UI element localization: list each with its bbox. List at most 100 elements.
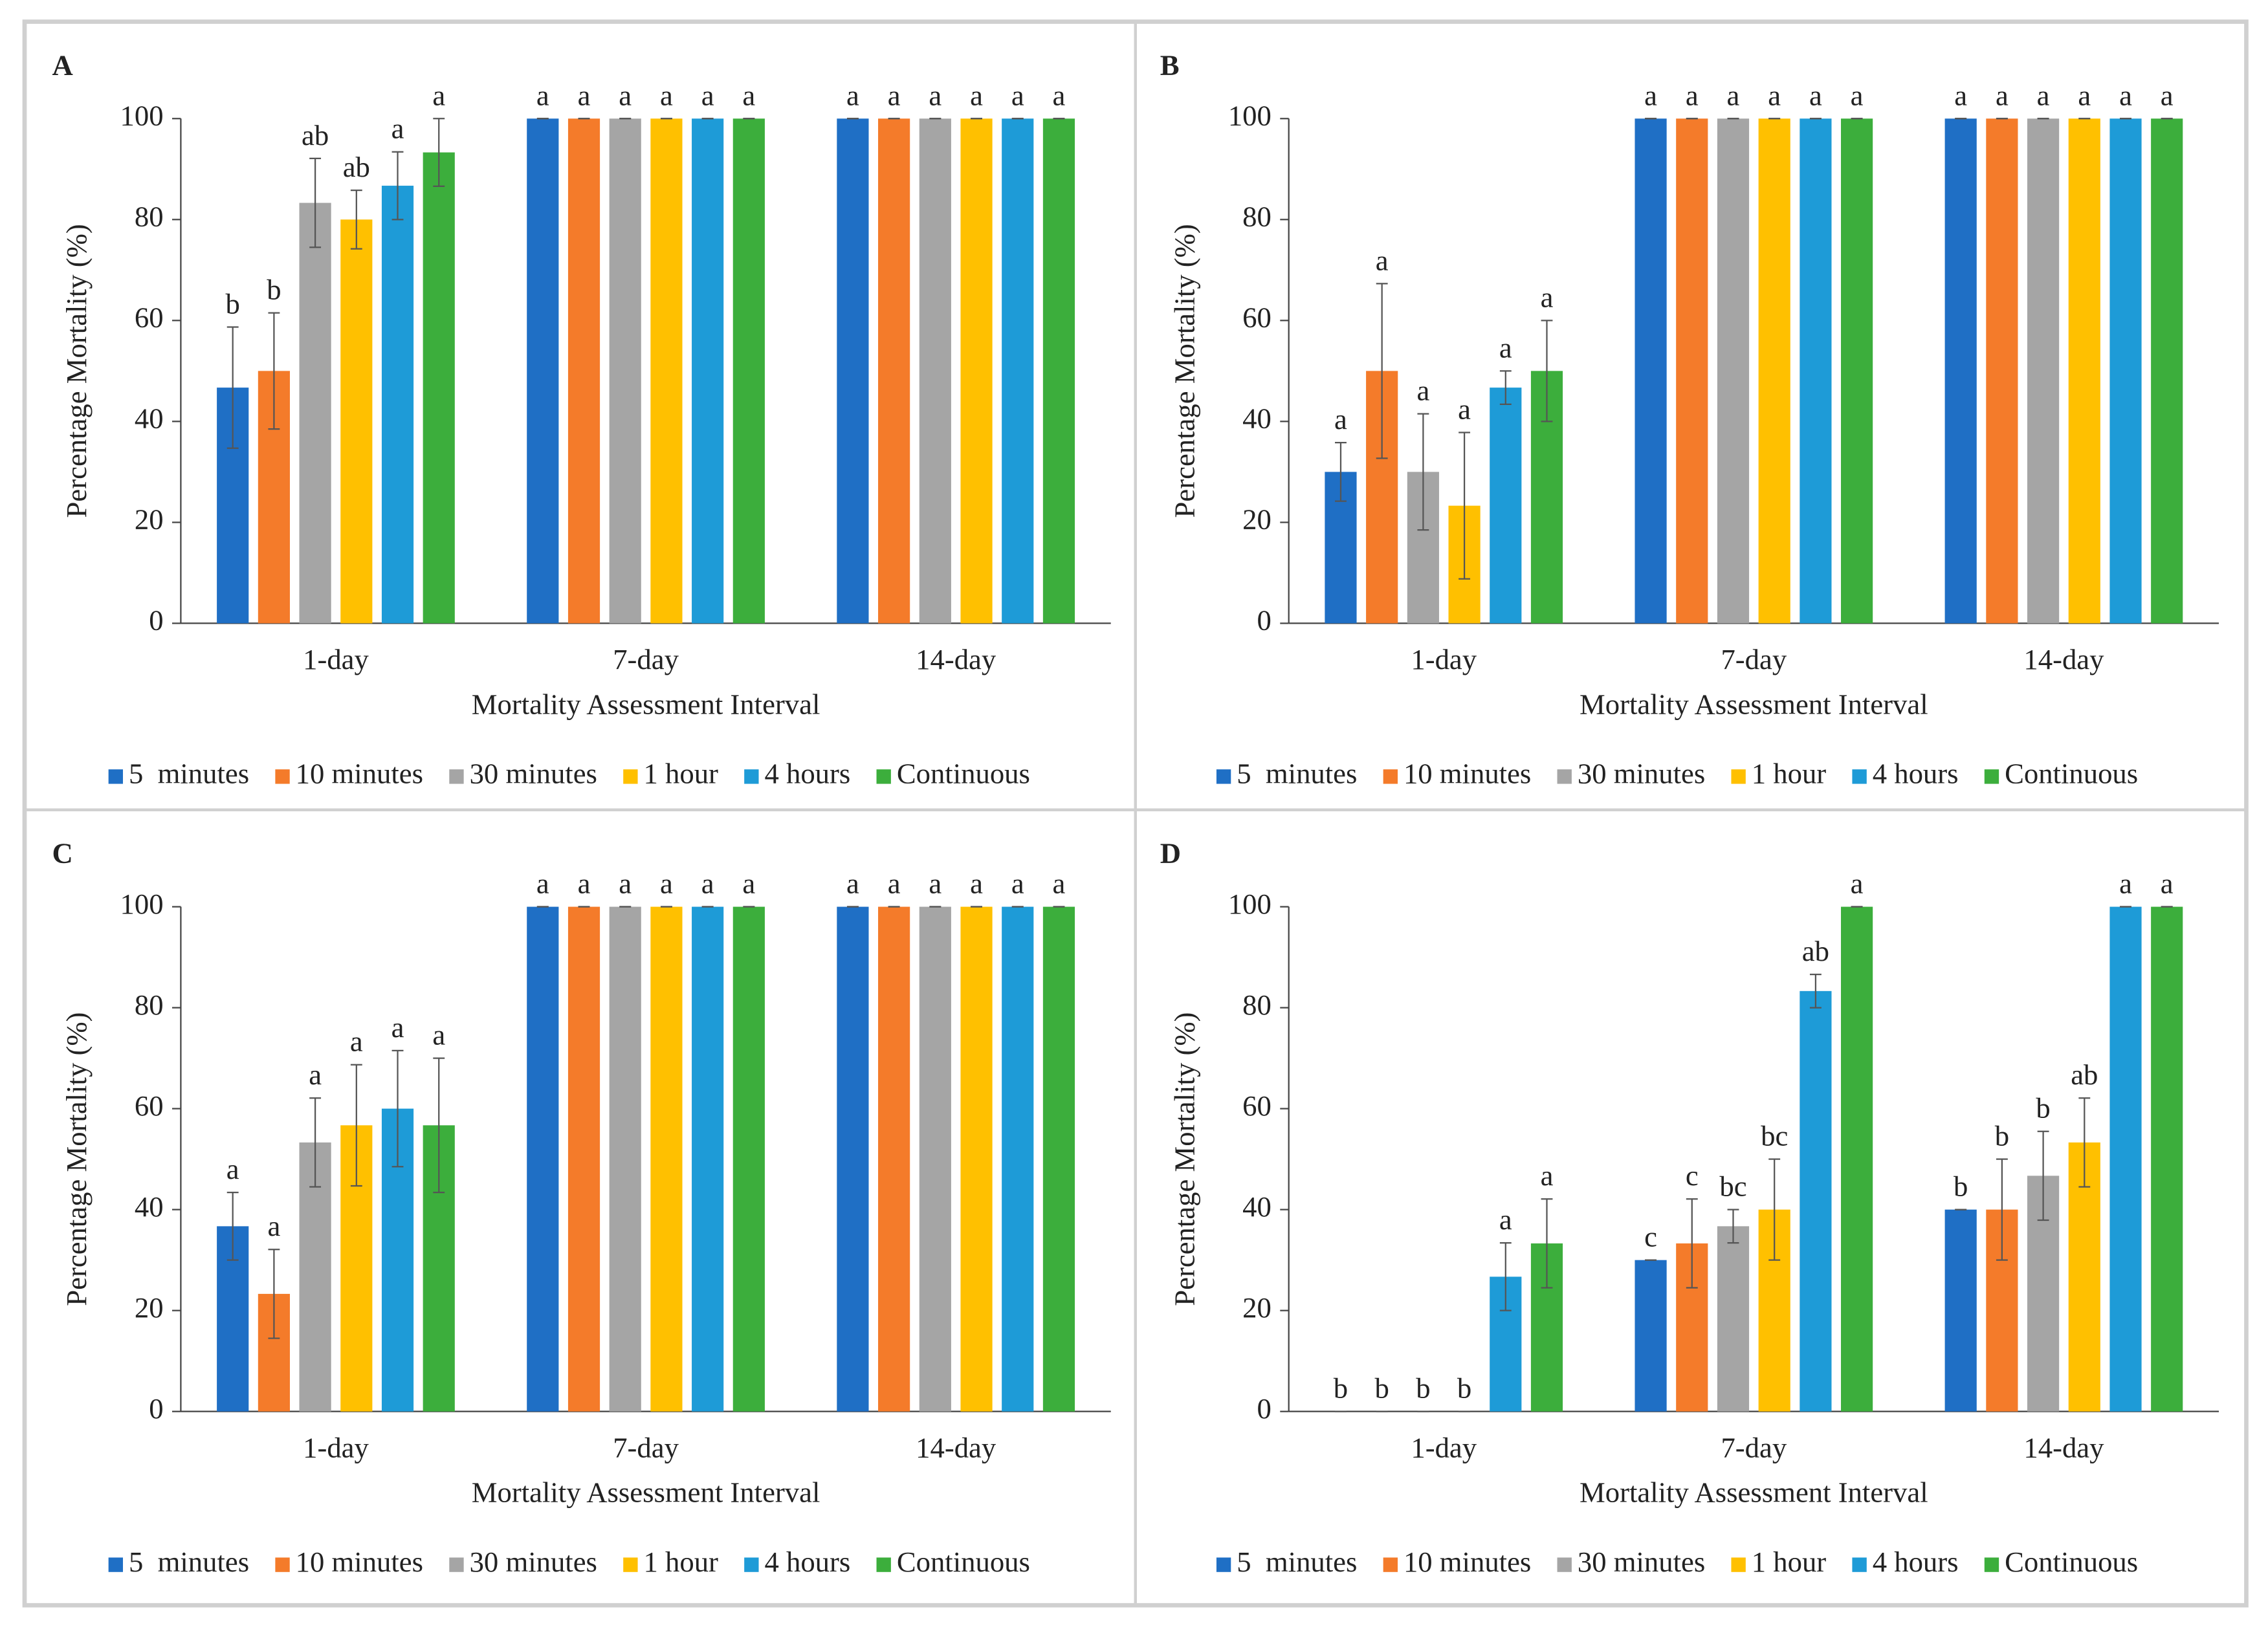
y-tick-label: 80 bbox=[1242, 201, 1272, 233]
bar bbox=[650, 118, 683, 624]
panel-label: D bbox=[1160, 837, 1181, 870]
bar bbox=[1002, 118, 1034, 624]
legend-swatch bbox=[1383, 769, 1398, 784]
significance-letter: c bbox=[1644, 1221, 1657, 1253]
significance-letter: a bbox=[619, 868, 632, 900]
significance-letter: a bbox=[432, 79, 445, 111]
legend-swatch bbox=[1731, 769, 1746, 784]
legend-label: 5 minutes bbox=[1237, 1546, 1357, 1578]
y-axis-title: Percentage Mortality (%) bbox=[60, 1013, 93, 1306]
x-tick-label: 14-day bbox=[2023, 643, 2104, 675]
significance-letter: a bbox=[1727, 79, 1740, 111]
bar bbox=[1635, 118, 1667, 624]
significance-letter: a bbox=[432, 1019, 445, 1051]
y-tick-label: 40 bbox=[135, 1190, 164, 1223]
significance-letter: b bbox=[267, 274, 281, 306]
legend-label: 5 minutes bbox=[1237, 758, 1357, 790]
panel-label: B bbox=[1160, 49, 1180, 81]
y-tick-label: 60 bbox=[1242, 1089, 1272, 1122]
bar bbox=[960, 906, 993, 1412]
y-tick-label: 80 bbox=[1242, 989, 1272, 1021]
significance-letter: a bbox=[619, 79, 632, 111]
x-tick-label: 7-day bbox=[1721, 643, 1787, 675]
legend-label: 30 minutes bbox=[1578, 758, 1705, 790]
bar bbox=[878, 906, 910, 1412]
legend-swatch bbox=[1731, 1557, 1746, 1572]
legend-label: 4 hours bbox=[764, 758, 850, 790]
y-tick-label: 0 bbox=[1257, 1392, 1272, 1425]
bar bbox=[1841, 906, 1873, 1412]
significance-letter: b bbox=[226, 287, 240, 320]
legend-label: 1 hour bbox=[643, 758, 718, 790]
legend-swatch bbox=[275, 1557, 290, 1572]
y-tick-label: 0 bbox=[149, 604, 163, 637]
significance-letter: a bbox=[578, 868, 591, 900]
y-tick-label: 60 bbox=[135, 301, 164, 334]
significance-letter: a bbox=[1851, 868, 1864, 900]
bar bbox=[609, 906, 641, 1412]
significance-letter: a bbox=[2161, 79, 2174, 111]
legend-label: 10 minutes bbox=[296, 1546, 423, 1578]
bar bbox=[1676, 118, 1708, 624]
bar bbox=[2068, 118, 2100, 624]
significance-letter: a bbox=[1851, 79, 1864, 111]
significance-letter: a bbox=[1416, 375, 1429, 407]
significance-letter: a bbox=[888, 868, 901, 900]
bar bbox=[299, 203, 331, 624]
significance-letter: a bbox=[1541, 1159, 1554, 1192]
bar bbox=[609, 118, 641, 624]
legend-swatch bbox=[275, 769, 290, 784]
significance-letter: a bbox=[970, 868, 983, 900]
panel-label: A bbox=[52, 49, 72, 81]
bar bbox=[2109, 906, 2142, 1412]
legend-label: 5 minutes bbox=[129, 1546, 249, 1578]
y-tick-label: 80 bbox=[135, 989, 164, 1021]
legend-swatch bbox=[744, 1557, 759, 1572]
legend-label: 30 minutes bbox=[1578, 1546, 1705, 1578]
legend-swatch bbox=[1557, 1557, 1572, 1572]
bar bbox=[2027, 118, 2060, 624]
bar bbox=[837, 118, 869, 624]
x-tick-label: 1-day bbox=[303, 1431, 369, 1463]
legend-label: Continuous bbox=[2005, 1546, 2138, 1578]
bar bbox=[1758, 118, 1790, 624]
significance-letter: a bbox=[701, 868, 714, 900]
significance-letter: c bbox=[1686, 1159, 1699, 1192]
y-tick-label: 100 bbox=[1228, 100, 1272, 132]
legend-label: Continuous bbox=[897, 758, 1030, 790]
x-tick-label: 1-day bbox=[1411, 643, 1477, 675]
significance-letter: a bbox=[1996, 79, 2009, 111]
legend-label: 30 minutes bbox=[470, 1546, 597, 1578]
legend-label: 4 hours bbox=[1873, 1546, 1959, 1578]
bar bbox=[1042, 118, 1075, 624]
y-tick-label: 20 bbox=[1242, 503, 1272, 536]
bar bbox=[919, 118, 951, 624]
bar bbox=[423, 152, 455, 624]
legend-swatch bbox=[623, 1557, 638, 1572]
legend-swatch bbox=[1984, 769, 1999, 784]
bar bbox=[567, 118, 600, 624]
significance-letter: a bbox=[309, 1058, 322, 1091]
bar bbox=[1800, 118, 1832, 624]
bar bbox=[2151, 906, 2183, 1412]
significance-letter: a bbox=[846, 79, 859, 111]
significance-letter: a bbox=[846, 868, 859, 900]
significance-letter: a bbox=[660, 79, 673, 111]
significance-letter: ab bbox=[343, 151, 370, 183]
legend-label: 1 hour bbox=[1752, 1546, 1827, 1578]
significance-letter: a bbox=[929, 79, 941, 111]
significance-letter: bc bbox=[1719, 1170, 1746, 1203]
bar bbox=[1717, 1226, 1750, 1412]
significance-letter: a bbox=[1954, 79, 1967, 111]
significance-letter: a bbox=[742, 868, 755, 900]
significance-letter: a bbox=[660, 868, 673, 900]
y-axis-title: Percentage Mortality (%) bbox=[1168, 224, 1200, 518]
x-axis-title: Mortality Assessment Interval bbox=[472, 688, 820, 720]
y-tick-label: 40 bbox=[1242, 1190, 1272, 1223]
y-tick-label: 40 bbox=[1242, 402, 1272, 435]
legend-swatch bbox=[876, 769, 891, 784]
significance-letter: a bbox=[1499, 1203, 1512, 1236]
legend-swatch bbox=[108, 769, 124, 784]
bar bbox=[1986, 118, 2018, 624]
significance-letter: a bbox=[970, 79, 983, 111]
